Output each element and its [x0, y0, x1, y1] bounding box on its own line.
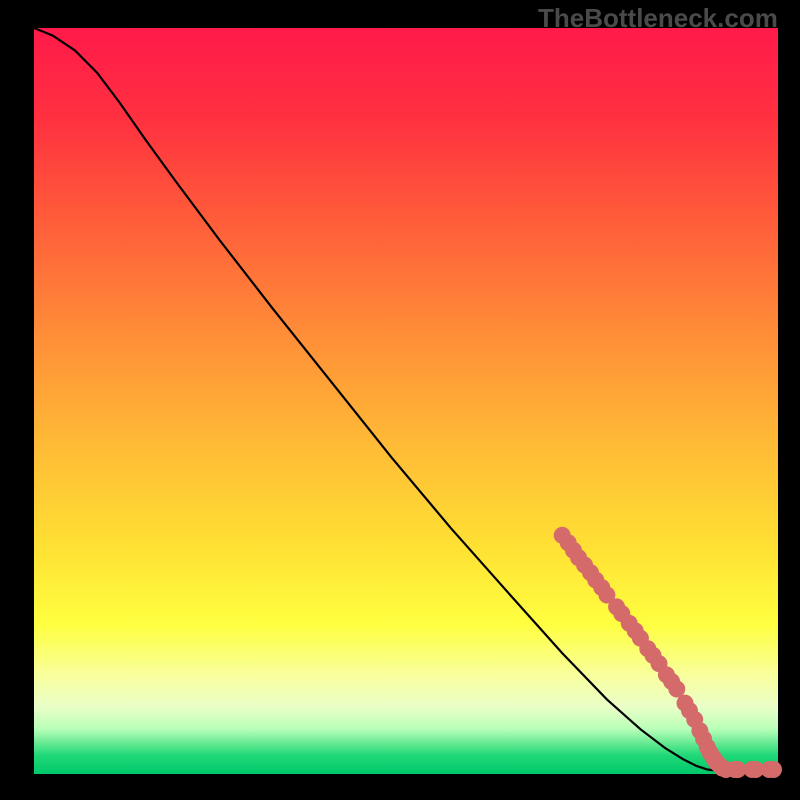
watermark-text: TheBottleneck.com [538, 3, 778, 34]
chart-svg [0, 0, 800, 800]
chart-container: TheBottleneck.com [0, 0, 800, 800]
plot-group [34, 28, 782, 778]
data-point [765, 761, 782, 778]
